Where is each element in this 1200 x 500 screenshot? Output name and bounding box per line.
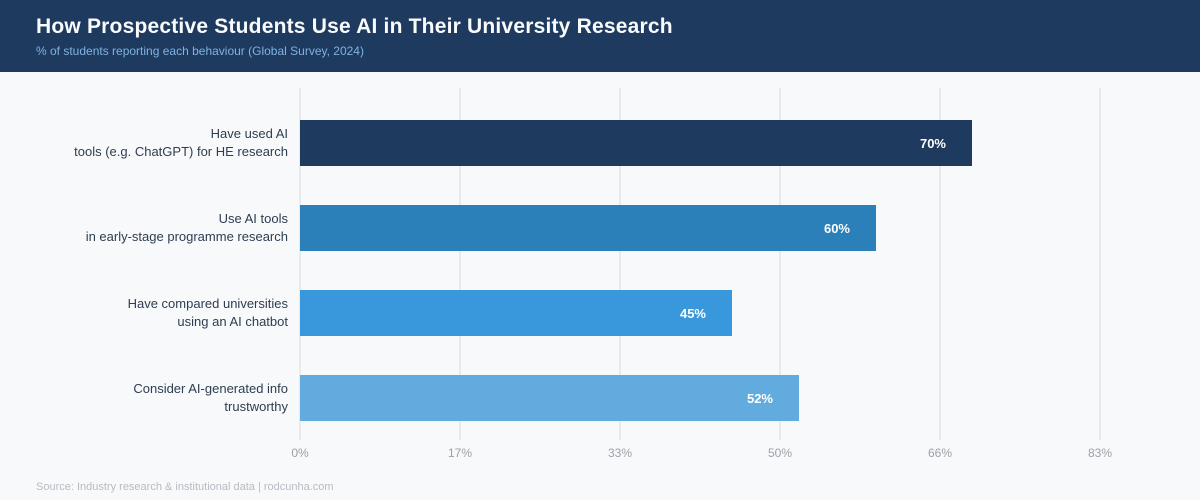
gridline <box>299 88 301 440</box>
category-label-text: Have used AI tools (e.g. ChatGPT) for HE… <box>74 126 288 159</box>
chart-title: How Prospective Students Use AI in Their… <box>36 15 673 38</box>
x-axis-tick-label: 17% <box>447 446 473 460</box>
chart-header: How Prospective Students Use AI in Their… <box>0 0 1200 72</box>
chart-subtitle: % of students reporting each behaviour (… <box>36 44 364 58</box>
category-label: Have compared universities using an AI c… <box>0 290 288 336</box>
category-label-text: Have compared universities using an AI c… <box>127 296 288 329</box>
source-note: Source: Industry research & institutiona… <box>36 481 334 493</box>
bar-value-label: 60% <box>823 220 850 236</box>
category-label: Use AI tools in early-stage programme re… <box>0 205 288 251</box>
gridline <box>619 88 621 440</box>
category-label-text: Use AI tools in early-stage programme re… <box>85 211 288 244</box>
bar: 60% <box>300 205 876 251</box>
bar: 52% <box>300 375 799 421</box>
bar: 70% <box>300 120 972 166</box>
x-axis-tick-label: 83% <box>1087 446 1113 460</box>
gridline <box>779 88 781 440</box>
gridline <box>1099 88 1101 440</box>
category-label-text: Consider AI-generated info trustworthy <box>133 381 288 414</box>
bar-value-label: 52% <box>746 390 773 406</box>
x-axis-tick-label: 33% <box>607 446 633 460</box>
gridline <box>459 88 461 440</box>
plot-area: 70% 60% 45% 52% <box>299 88 1101 440</box>
category-label: Have used AI tools (e.g. ChatGPT) for HE… <box>0 120 288 166</box>
gridline <box>939 88 941 440</box>
x-axis-tick-label: 50% <box>767 446 793 460</box>
bar-value-label: 70% <box>919 135 946 151</box>
x-axis-tick-label: 66% <box>927 446 953 460</box>
x-axis-tick-label: 0% <box>291 446 309 460</box>
category-label: Consider AI-generated info trustworthy <box>0 375 288 421</box>
bar: 45% <box>300 290 732 336</box>
bar-value-label: 45% <box>679 305 706 321</box>
